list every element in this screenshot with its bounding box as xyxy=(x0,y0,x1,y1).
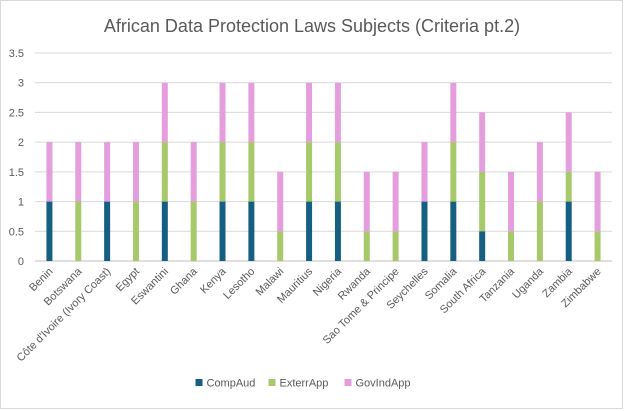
bar-segment-govindapp-8 xyxy=(277,171,284,232)
y-tick-label: 3.5 xyxy=(9,48,24,60)
bar-segment-govindapp-15 xyxy=(479,112,486,172)
bar-segment-exterrapp-1 xyxy=(75,201,82,261)
x-tick-label: Ghana xyxy=(168,265,200,297)
legend-label: ExterrApp xyxy=(280,378,329,390)
bar-segment-exterrapp-5 xyxy=(190,201,197,261)
bar-segment-govindapp-9 xyxy=(306,82,313,143)
bar-segment-govindapp-17 xyxy=(536,142,543,202)
bar-segment-exterrapp-11 xyxy=(363,231,370,261)
legend-label: CompAud xyxy=(207,378,256,390)
bar-segment-exterrapp-14 xyxy=(450,142,457,202)
y-tick-label: 3 xyxy=(18,78,24,90)
bar-segment-compaud-18 xyxy=(565,201,572,261)
bar-segment-compaud-14 xyxy=(450,201,457,261)
y-tick-label: 1 xyxy=(18,197,24,209)
bars xyxy=(46,82,601,261)
y-tick-label: 0.5 xyxy=(9,226,24,238)
bar-segment-govindapp-18 xyxy=(565,112,572,172)
legend: CompAud ExterrApp GovIndApp xyxy=(195,378,411,390)
bar-segment-exterrapp-4 xyxy=(161,142,168,202)
bar-segment-govindapp-1 xyxy=(75,142,82,202)
bar-segment-govindapp-3 xyxy=(132,142,139,202)
bar-segment-govindapp-16 xyxy=(508,171,515,232)
bar-segment-compaud-0 xyxy=(46,201,53,261)
bar-segment-compaud-10 xyxy=(334,201,341,261)
bar-segment-govindapp-11 xyxy=(363,171,370,232)
bar-segment-exterrapp-10 xyxy=(334,142,341,202)
bar-segment-compaud-13 xyxy=(421,201,428,261)
bar-segment-compaud-6 xyxy=(219,201,226,261)
bar-segment-govindapp-6 xyxy=(219,82,226,143)
legend-swatch-compaud xyxy=(195,379,203,386)
bar-segment-govindapp-13 xyxy=(421,142,428,202)
bar-segment-govindapp-19 xyxy=(594,171,601,232)
bar-segment-exterrapp-7 xyxy=(248,142,255,202)
bar-segment-compaud-7 xyxy=(248,201,255,261)
bar-segment-compaud-15 xyxy=(479,231,486,261)
bar-segment-govindapp-0 xyxy=(46,142,53,202)
legend-swatch-govindapp xyxy=(344,379,352,386)
x-tick-label: Uganda xyxy=(510,265,546,301)
legend-label: GovIndApp xyxy=(356,378,411,390)
y-tick-label: 2 xyxy=(18,137,24,149)
y-tick-label: 0 xyxy=(18,256,24,268)
bar-segment-exterrapp-17 xyxy=(536,201,543,261)
gridlines xyxy=(35,52,612,262)
bar-segment-govindapp-2 xyxy=(104,142,111,202)
bar-segment-govindapp-12 xyxy=(392,171,399,232)
bar-segment-govindapp-14 xyxy=(450,82,457,143)
bar-segment-exterrapp-9 xyxy=(306,142,313,202)
bar-segment-compaud-9 xyxy=(306,201,313,261)
bar-segment-exterrapp-15 xyxy=(479,171,486,232)
bar-segment-compaud-4 xyxy=(161,201,168,261)
bar-segment-compaud-2 xyxy=(104,201,111,261)
bar-segment-exterrapp-18 xyxy=(565,171,572,202)
y-axis-ticks: 0 0.5 1 1.5 2 2.5 3 3.5 xyxy=(9,48,24,268)
bar-segment-exterrapp-3 xyxy=(132,201,139,261)
y-tick-label: 2.5 xyxy=(9,107,24,119)
bar-segment-govindapp-4 xyxy=(161,82,168,143)
bar-segment-exterrapp-8 xyxy=(277,231,284,261)
bar-segment-govindapp-5 xyxy=(190,142,197,202)
bar-segment-exterrapp-6 xyxy=(219,142,226,202)
chart-title: African Data Protection Laws Subjects (C… xyxy=(104,16,520,36)
bar-segment-govindapp-10 xyxy=(334,82,341,143)
bar-segment-govindapp-7 xyxy=(248,82,255,143)
x-tick-label: Lesotho xyxy=(221,266,257,302)
y-tick-label: 1.5 xyxy=(9,167,24,179)
bar-segment-exterrapp-16 xyxy=(508,231,515,261)
bar-segment-exterrapp-12 xyxy=(392,231,399,261)
bar-segment-exterrapp-19 xyxy=(594,231,601,261)
legend-swatch-exterrapp xyxy=(268,379,276,386)
